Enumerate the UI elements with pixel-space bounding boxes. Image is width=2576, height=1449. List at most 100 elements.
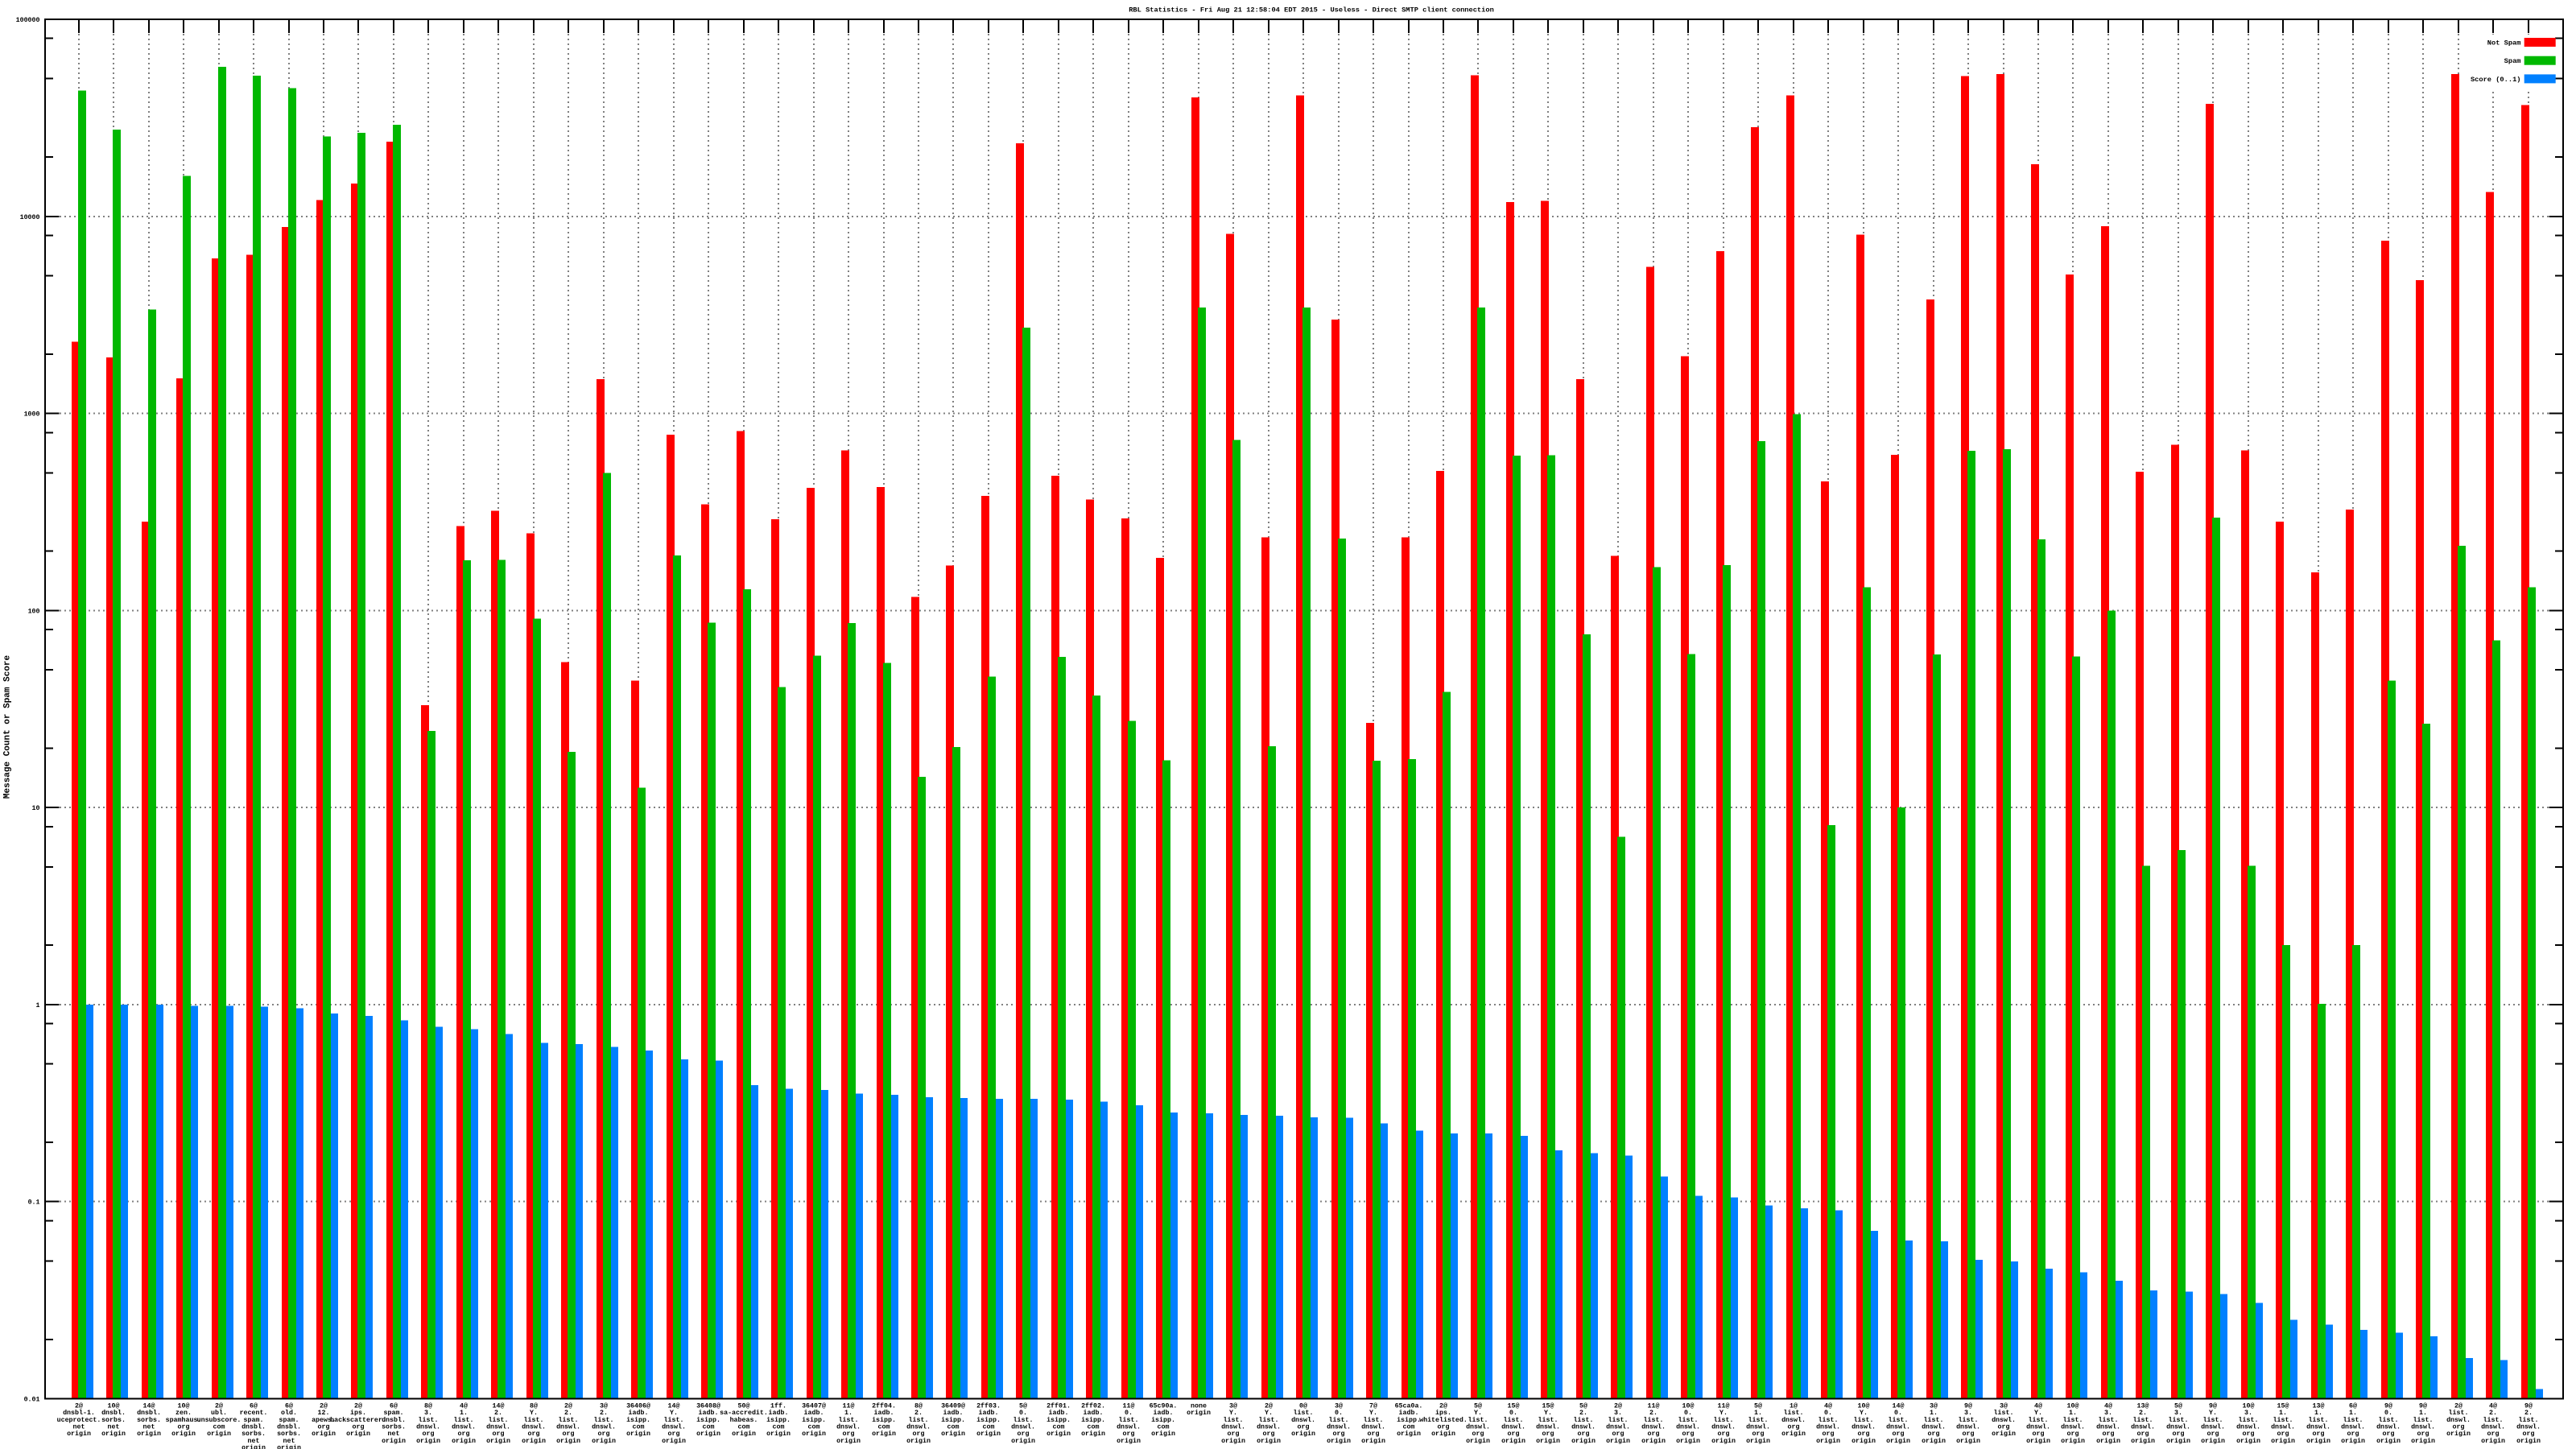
svg-text:org: org (2417, 1430, 2429, 1438)
svg-text:list.: list. (1294, 1409, 1314, 1417)
svg-text:9@: 9@ (2524, 1402, 2533, 1410)
svg-text:com: com (633, 1424, 645, 1431)
svg-text:5@: 5@ (2174, 1402, 2182, 1410)
svg-text:36408@: 36408@ (696, 1402, 720, 1410)
svg-text:2.: 2. (2139, 1410, 2147, 1417)
svg-text:origin: origin (941, 1430, 965, 1438)
svg-text:dnswl.: dnswl. (522, 1423, 546, 1431)
svg-text:36406@: 36406@ (626, 1402, 650, 1410)
svg-text:0.: 0. (2384, 1410, 2392, 1417)
svg-text:dnswl.: dnswl. (1922, 1423, 1946, 1431)
svg-text:list.: list. (2133, 1416, 2153, 1424)
svg-text:sorbs.: sorbs. (101, 1416, 126, 1424)
svg-text:unsubscore.: unsubscore. (197, 1416, 242, 1424)
svg-text:7@: 7@ (1369, 1402, 1377, 1410)
svg-text:Y.: Y. (1719, 1410, 1728, 1417)
svg-text:4@: 4@ (2104, 1402, 2112, 1410)
svg-text:origin: origin (556, 1437, 580, 1445)
svg-text:14@: 14@ (668, 1402, 680, 1410)
svg-text:list.: list. (2063, 1416, 2083, 1424)
svg-text:origin: origin (1187, 1409, 1211, 1417)
svg-text:sa-accredit.: sa-accredit. (720, 1409, 768, 1417)
svg-text:list.: list. (2309, 1416, 2329, 1424)
svg-text:dnsbl-1.: dnsbl-1. (63, 1409, 95, 1417)
svg-text:6@: 6@ (285, 1402, 293, 1410)
svg-text:org: org (2347, 1430, 2359, 1438)
svg-text:2@: 2@ (215, 1402, 223, 1410)
svg-text:5@: 5@ (1019, 1402, 1027, 1410)
svg-text:2@: 2@ (320, 1402, 328, 1410)
svg-text:com: com (213, 1424, 225, 1431)
svg-text:15@: 15@ (1508, 1402, 1520, 1410)
svg-text:iadb.: iadb. (1154, 1409, 1174, 1417)
svg-text:Y.: Y. (1860, 1410, 1868, 1417)
svg-text:origin: origin (101, 1430, 126, 1438)
svg-text:spam.: spam. (279, 1417, 299, 1424)
svg-text:list.: list. (2449, 1409, 2469, 1417)
svg-text:origin: origin (1992, 1430, 2016, 1438)
svg-text:spamhaus.: spamhaus. (166, 1416, 202, 1424)
svg-text:com: com (1088, 1424, 1100, 1431)
svg-text:2.: 2. (564, 1410, 572, 1417)
svg-text:sorbs.: sorbs. (382, 1423, 406, 1431)
svg-text:com: com (738, 1424, 750, 1431)
svg-text:com: com (983, 1424, 995, 1431)
svg-text:100: 100 (28, 608, 40, 615)
svg-text:2.: 2. (1649, 1410, 1657, 1417)
svg-text:list.: list. (1784, 1409, 1804, 1417)
svg-text:origin: origin (1922, 1437, 1946, 1445)
svg-text:9@: 9@ (2384, 1402, 2392, 1410)
svg-text:net: net (388, 1430, 400, 1438)
svg-text:org: org (2243, 1430, 2255, 1438)
svg-text:origin: origin (1711, 1437, 1736, 1445)
svg-text:org: org (913, 1430, 925, 1438)
svg-text:iadb.: iadb. (874, 1409, 894, 1417)
svg-text:iadb.: iadb. (979, 1409, 999, 1417)
svg-text:org: org (1788, 1424, 1800, 1431)
svg-text:11@: 11@ (1718, 1402, 1730, 1410)
svg-text:isipp.: isipp. (976, 1416, 1001, 1424)
svg-text:list.: list. (1468, 1416, 1488, 1424)
svg-text:origin: origin (1852, 1437, 1876, 1445)
svg-text:habeas.: habeas. (730, 1416, 758, 1424)
svg-text:0.1: 0.1 (28, 1199, 40, 1207)
svg-text:isipp.: isipp. (696, 1416, 720, 1424)
svg-text:14@: 14@ (143, 1402, 155, 1410)
svg-text:iadb.: iadb. (1084, 1409, 1104, 1417)
svg-text:list.: list. (1818, 1416, 1839, 1424)
svg-text:sorbs.: sorbs. (277, 1430, 301, 1438)
svg-text:uceprotect.: uceprotect. (57, 1417, 101, 1424)
svg-text:org: org (2453, 1424, 2465, 1431)
svg-text:3@: 3@ (1229, 1402, 1237, 1410)
svg-text:3@: 3@ (1335, 1402, 1343, 1410)
svg-text:2@: 2@ (564, 1402, 572, 1410)
svg-text:origin: origin (2306, 1437, 2330, 1445)
svg-text:isipp.: isipp. (941, 1416, 965, 1424)
svg-text:0.: 0. (1824, 1410, 1832, 1417)
svg-text:org: org (318, 1424, 330, 1431)
svg-text:Spam: Spam (2504, 57, 2521, 65)
svg-text:dnsbl.: dnsbl. (277, 1423, 301, 1431)
svg-text:dnswl.: dnswl. (1327, 1423, 1351, 1431)
svg-text:list.: list. (2169, 1416, 2189, 1424)
svg-text:org: org (2383, 1430, 2395, 1438)
svg-text:list.: list. (2483, 1416, 2504, 1424)
svg-text:isipp.: isipp. (1081, 1416, 1105, 1424)
svg-text:5@: 5@ (1579, 1402, 1587, 1410)
svg-text:dnswl.: dnswl. (556, 1423, 580, 1431)
svg-text:isipp.: isipp. (626, 1416, 650, 1424)
svg-text:4@: 4@ (2489, 1402, 2497, 1410)
svg-text:list.: list. (2099, 1416, 2119, 1424)
svg-text:2ff03.: 2ff03. (976, 1402, 1001, 1410)
svg-text:1.: 1. (2419, 1410, 2427, 1417)
svg-text:origin: origin (1221, 1437, 1245, 1445)
svg-text:Y.: Y. (2034, 1410, 2042, 1417)
svg-text:isipp.: isipp. (1151, 1416, 1175, 1424)
svg-text:org: org (1858, 1430, 1870, 1438)
svg-text:0.: 0. (1894, 1410, 1902, 1417)
svg-text:origin: origin (1536, 1437, 1560, 1445)
svg-text:3.: 3. (1614, 1410, 1622, 1417)
svg-text:dnswl.: dnswl. (1956, 1423, 1980, 1431)
svg-text:2@: 2@ (75, 1402, 83, 1410)
svg-text:1000: 1000 (24, 411, 40, 419)
